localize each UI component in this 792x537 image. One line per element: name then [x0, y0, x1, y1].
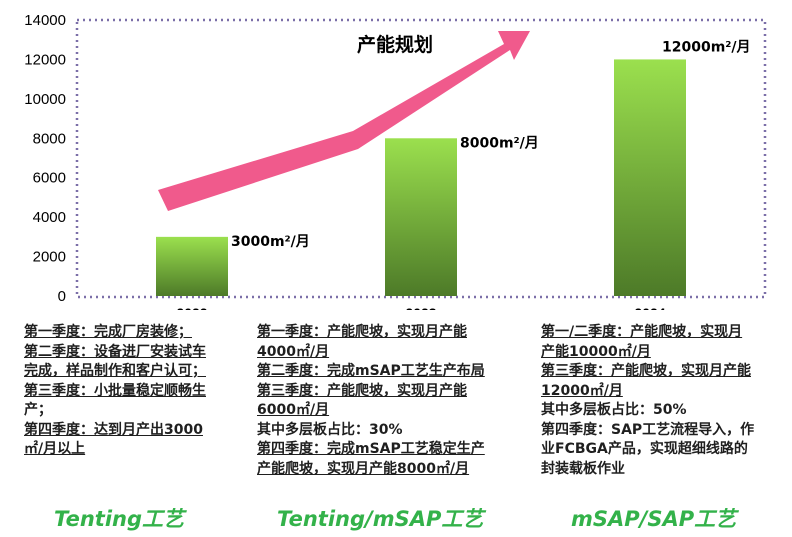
desc-line: 第四季度：完成mSAP工艺稳定生产: [257, 440, 529, 460]
desc-line: 第三季度：产能爬坡，实现月产能: [257, 382, 529, 402]
desc-line-text: 第二季度：完成mSAP工艺生产布局: [257, 363, 485, 379]
desc-line: 其中多层板占比：30%: [257, 421, 529, 441]
desc-line: 第二季度：设备进厂安装试车: [24, 343, 254, 363]
desc-line: 产能10000㎡/月: [541, 343, 786, 363]
y-tick-label: 14000: [24, 12, 66, 29]
y-tick-label: 4000: [33, 209, 66, 226]
desc-line: 第一季度：产能爬坡，实现月产能: [257, 323, 529, 343]
data-labels: 3000m²/月 8000m²/月 12000m²/月: [231, 39, 751, 249]
bar-2023: [385, 138, 457, 296]
desc-line: 第四季度：SAP工艺流程导入，作: [541, 421, 786, 441]
data-label-2024: 12000m²/月: [662, 39, 751, 55]
chart-title: 产能规划: [357, 33, 433, 56]
plot-frame: [75, 18, 767, 299]
desc-line-text: 其中多层板占比：50%: [541, 402, 687, 418]
x-axis-ticks: 2022 2023 2024: [176, 305, 665, 310]
desc-line-text: 第一/二季度：产能爬坡，实现月: [541, 324, 743, 340]
process-label-msap-sap: mSAP/SAP工艺: [571, 507, 737, 531]
desc-line: 产能爬坡，实现月产能8000㎡/月: [257, 460, 529, 480]
desc-line-text: 完成，样品制作和客户认可；: [24, 363, 206, 379]
y-tick-label: 8000: [33, 130, 66, 147]
desc-line-text: 封装载板作业: [541, 460, 625, 477]
data-label-2023: 8000m²/月: [460, 135, 539, 151]
desc-line-text: 第三季度：产能爬坡，实现月产能: [541, 363, 751, 379]
desc-line: 第四季度：达到月产出3000: [24, 421, 254, 441]
desc-line: 第三季度：产能爬坡，实现月产能: [541, 362, 786, 382]
desc-line: 6000㎡/月: [257, 401, 529, 421]
desc-line-text: 业FCBGA产品，实现超细线路的: [541, 441, 748, 457]
desc-2022: 第一季度：完成厂房装修； 第二季度：设备进厂安装试车 完成，样品制作和客户认可； 第三…: [24, 323, 254, 460]
x-tick-label: 2024: [634, 305, 665, 310]
desc-line: 第三季度：小批量稳定顺畅生: [24, 382, 254, 402]
x-tick-label: 2022: [176, 305, 207, 310]
desc-line-text: 第三季度：小批量稳定顺畅生: [24, 382, 206, 399]
desc-2024: 第一/二季度：产能爬坡，实现月 产能10000㎡/月第三季度：产能爬坡，实现月产能…: [541, 323, 786, 479]
desc-line: 第二季度：完成mSAP工艺生产布局: [257, 362, 529, 382]
desc-line-text: 12000㎡/月: [541, 382, 623, 399]
desc-line: 封装载板作业: [541, 460, 786, 480]
desc-line-text: 6000㎡/月: [257, 402, 330, 418]
desc-line-text: 第四季度：完成mSAP工艺稳定生产: [257, 441, 485, 457]
desc-line-text: 产；: [24, 402, 52, 418]
desc-line: 第一季度：完成厂房装修；: [24, 323, 254, 343]
desc-line-text: 第二季度：设备进厂安装试车: [24, 343, 206, 360]
data-label-2022: 3000m²/月: [231, 234, 310, 250]
desc-line: 12000㎡/月: [541, 382, 786, 402]
y-tick-label: 6000: [33, 170, 66, 187]
y-tick-label: 2000: [33, 249, 66, 266]
y-tick-label: 12000: [24, 51, 66, 68]
trend-arrow: [158, 31, 530, 211]
desc-line: ㎡/月以上: [24, 440, 254, 460]
x-tick-label: 2023: [405, 305, 436, 310]
desc-line-text: 第四季度：达到月产出3000: [24, 421, 203, 438]
desc-line-text: 第一季度：产能爬坡，实现月产能: [257, 324, 467, 340]
bar-2022: [156, 236, 228, 296]
chart-svg: 0 2000 4000 6000 8000 10000 12000 14000 产能规划 30…: [24, 12, 767, 310]
desc-line-text: 其中多层板占比：30%: [257, 421, 403, 438]
desc-line: 4000㎡/月: [257, 343, 529, 363]
desc-line: 产；: [24, 401, 254, 421]
desc-line: 业FCBGA产品，实现超细线路的: [541, 440, 786, 460]
bar-2024: [614, 59, 686, 296]
desc-line-text: 第三季度：产能爬坡，实现月产能: [257, 382, 467, 399]
bars: [156, 59, 686, 296]
desc-line: 其中多层板占比：50%: [541, 401, 786, 421]
desc-line-text: ㎡/月以上: [24, 441, 86, 457]
desc-line-text: 产能10000㎡/月: [541, 343, 651, 360]
desc-line-text: 第一季度：完成厂房装修；: [24, 324, 192, 340]
process-label-tenting-msap: Tenting/mSAP工艺: [277, 507, 484, 531]
desc-line: 第一/二季度：产能爬坡，实现月: [541, 323, 786, 343]
desc-line-text: 第四季度：SAP工艺流程导入，作: [541, 421, 755, 438]
capacity-chart: 0 2000 4000 6000 8000 10000 12000 14000 产能规划 30…: [24, 12, 767, 310]
desc-2023: 第一季度：产能爬坡，实现月产能 4000㎡/月第二季度：完成mSAP工艺生产布局第…: [257, 323, 529, 479]
process-label-tenting: Tenting工艺: [54, 507, 185, 531]
y-axis-ticks: 0 2000 4000 6000 8000 10000 12000 14000: [24, 12, 66, 305]
desc-line-text: 4000㎡/月: [257, 343, 330, 360]
desc-line: 完成，样品制作和客户认可；: [24, 362, 254, 382]
y-tick-label: 10000: [24, 91, 66, 108]
y-tick-label: 0: [58, 288, 66, 305]
desc-line-text: 产能爬坡，实现月产能8000㎡/月: [257, 460, 470, 477]
